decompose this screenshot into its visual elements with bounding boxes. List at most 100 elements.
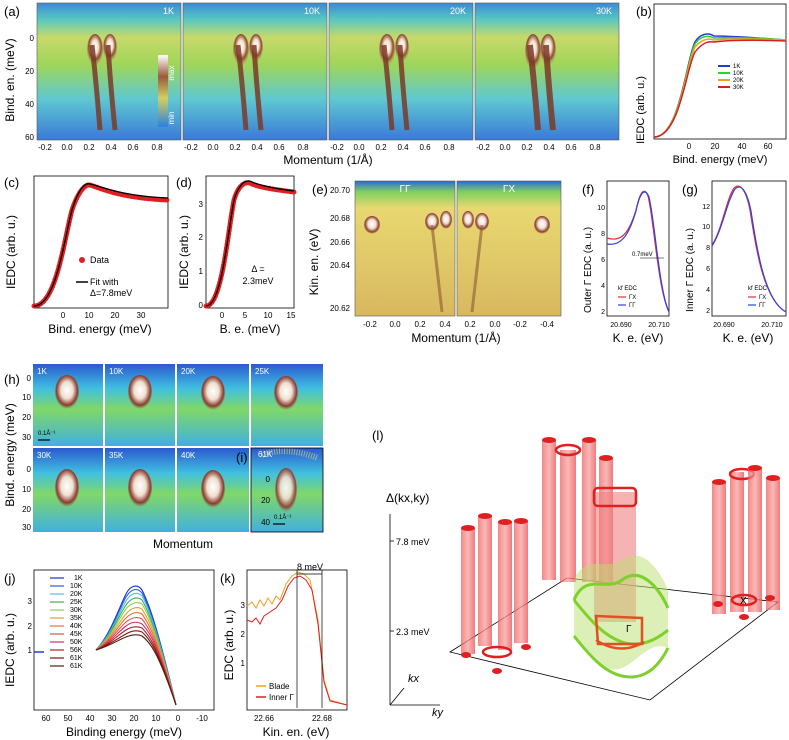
panel-j-legend-item: 50K	[70, 639, 83, 646]
panel-f-legend-GX: ΓX	[629, 295, 636, 301]
panel-g-tag: (g)	[682, 182, 698, 197]
panel-a-xtick: 0.8	[443, 143, 455, 152]
panel-f-ytick: 6	[601, 257, 605, 264]
panel-g-xticks: 20.690 20.710	[713, 322, 783, 329]
panel-j-legend-item: 61K	[70, 663, 83, 670]
panel-a-temp: 10K	[304, 6, 320, 16]
panel-j-legend-item: 25K	[70, 599, 83, 606]
panel-g-ytick: 12	[702, 204, 710, 211]
panel-e-ytick: 20.70	[330, 186, 351, 195]
panel-a-temp: 20K	[450, 6, 466, 16]
panel-a-ytick: 60	[25, 133, 34, 142]
panel-a-xtick: 0.8	[589, 143, 601, 152]
panel-h-temp: 25K	[255, 367, 270, 376]
panel-e-ytick: 20.64	[330, 261, 351, 270]
panel-a-xlabel: Momentum (1/Å)	[283, 152, 372, 167]
panel-c-xtick: 0	[61, 311, 66, 320]
panel-b-xtick: 0	[687, 142, 692, 151]
panel-e-xlabel: Momentum (1/Å)	[411, 330, 500, 345]
panel-c-xtick: 20	[111, 311, 120, 320]
panel-h-ytick: 30	[22, 523, 31, 532]
panel-f-legend-title: kf EDC	[618, 286, 638, 292]
panel-c-frame	[33, 175, 169, 309]
panel-g-ylabel: Inner Γ EDC (a. u.)	[685, 228, 696, 312]
panel-a-xtick: 0.4	[543, 143, 555, 152]
panel-h-ytick: 0	[27, 465, 32, 474]
panel-h-temp: 30K	[37, 451, 52, 460]
panel-f-xlabel: K. e. (eV)	[613, 331, 664, 345]
panel-c-fit-line	[33, 183, 169, 307]
panel-i: (i) 61K 0 20 40 0.1Å⁻¹	[236, 447, 324, 533]
panel-c-xtick: 30	[137, 311, 146, 320]
panel-a-xtick: 0.0	[499, 143, 511, 152]
panel-g: (g) Inner Γ EDC (a. u.) 12 10 8 6 4 2 kf…	[682, 180, 787, 345]
panel-d-xtick: 15	[287, 311, 296, 320]
series-line-30K	[95, 602, 177, 706]
panel-g-line-GG	[711, 186, 787, 313]
panel-j-xlabel: Binding energy (meV)	[66, 725, 182, 739]
panel-e-xtick: 0.2	[414, 320, 426, 329]
panel-f-yticks: 10 8 6 4 2	[597, 205, 605, 316]
panel-j-frame	[33, 569, 215, 711]
panel-a-ytick: 20	[25, 67, 34, 76]
panel-h-tag: (h)	[4, 372, 20, 387]
panel-g-frame	[711, 180, 787, 317]
panel-l-x-point: X	[740, 596, 747, 607]
panel-k-ytick: 3	[241, 601, 246, 610]
panel-l-level-high: 7.8 meV	[396, 537, 430, 547]
panel-a-xtick: 0.8	[151, 143, 163, 152]
panel-a-xtick: -0.2	[330, 143, 344, 152]
panel-e-map-left: ΓΓ	[354, 180, 456, 317]
panel-c-xtick: 10	[85, 311, 94, 320]
panel-l-tag: (l)	[372, 428, 384, 443]
panel-l: (l) Δ(kx,ky) 7.8 meV 2.3 meV kx ky	[372, 428, 780, 719]
panel-e-tag: (e)	[312, 182, 328, 197]
panel-h-temp: 10K	[109, 367, 124, 376]
panel-d: (d) IEDC (arb. u.) 0 1 2 3 Δ = 2.3meV 0 …	[176, 175, 297, 336]
panel-b-xtick: 40	[738, 142, 747, 151]
panel-j-yticks: 1 2 3	[28, 597, 33, 655]
panel-d-note: Δ =	[251, 264, 264, 274]
panel-i-yticks: 0 20 40	[261, 475, 270, 527]
panel-a-xtick: 0.4	[251, 143, 263, 152]
series-line-56K	[95, 626, 177, 706]
panel-j-legend-item: 45K	[70, 631, 83, 638]
panel-l-kx: kx	[408, 673, 420, 685]
panel-b-legend-30K: 30K	[733, 85, 744, 91]
panel-a: (a) Bind. en. (meV) 0 20 40 60 1K max mi…	[3, 2, 620, 167]
panel-a-xtick: 0.6	[565, 143, 577, 152]
panel-j-xtick: 60	[42, 714, 51, 723]
series-line-35K	[95, 607, 177, 706]
panel-i-tag: (i)	[236, 450, 248, 465]
panel-e-xtick: 0.0	[489, 320, 501, 329]
panel-a-map-4: 30K	[474, 2, 620, 141]
panel-k-ylabel: EDC (arb. u.)	[222, 610, 236, 681]
panel-a-xtick: 0.2	[229, 143, 241, 152]
panel-j-legend-item: 1K	[74, 575, 83, 582]
series-line-61K-b	[95, 634, 177, 706]
panel-a-xtick: -0.2	[476, 143, 490, 152]
panel-f-line-GX	[606, 190, 670, 313]
panel-f-annotation: 0.7meV	[632, 252, 653, 258]
panel-l-ky: ky	[432, 707, 445, 719]
panel-f-legend-GG: ΓΓ	[629, 303, 636, 309]
panel-i-ytick: 20	[261, 496, 270, 505]
panel-k-yticks: 1 2 3	[241, 601, 246, 668]
series-line-30K	[653, 39, 787, 138]
panel-h-map-10K: 10K	[105, 364, 175, 446]
panel-b-ylabel: IEDC (arb. u.)	[635, 76, 647, 144]
panel-a-xtick: 0.4	[397, 143, 409, 152]
panel-g-xtick: 20.690	[713, 322, 735, 329]
panel-d-note-value: 2.3meV	[242, 276, 273, 286]
panel-g-yticks: 12 10 8 6 4 2	[702, 204, 710, 315]
panel-e-xtick: 0.2	[464, 320, 476, 329]
panel-a-xtick: 0.6	[419, 143, 431, 152]
panel-l-gamma: Γ	[626, 624, 632, 635]
panel-j-legend-item: 10K	[70, 583, 83, 590]
panel-a-yticks: 0 20 40 60	[25, 34, 34, 142]
panel-a-map-1: 1K max min	[36, 2, 182, 141]
panel-c-tag: (c)	[4, 175, 19, 190]
panel-f: (f) Outer Γ EDC (a. u.) 10 8 6 4 2 0.7me…	[582, 180, 670, 345]
panel-b-frame	[653, 3, 787, 140]
panel-b-xtick: 60	[764, 142, 773, 151]
